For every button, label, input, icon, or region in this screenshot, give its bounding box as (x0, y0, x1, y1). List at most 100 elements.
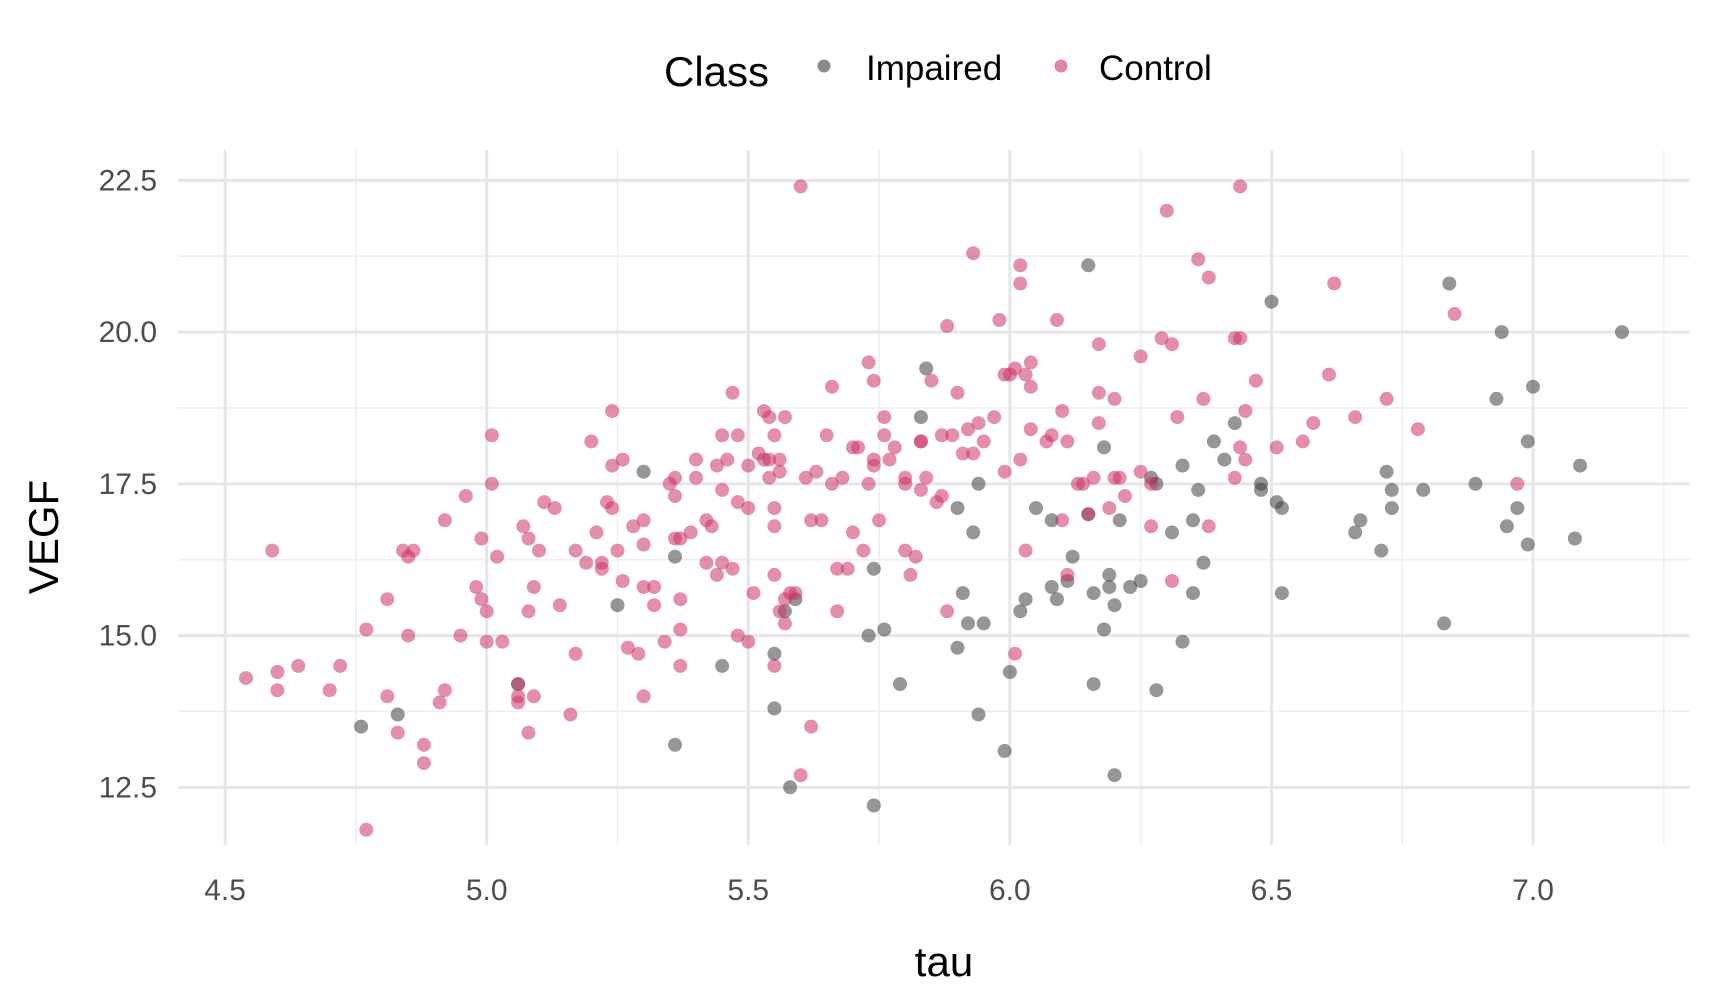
point-control (1269, 440, 1284, 455)
point-control (966, 446, 981, 461)
point-control (997, 464, 1012, 479)
point-control (1102, 501, 1117, 516)
point-control (872, 513, 887, 528)
point-control (793, 179, 808, 194)
point-control (715, 428, 730, 443)
point-control (673, 658, 688, 673)
point-control (484, 476, 499, 491)
point-control (1379, 391, 1394, 406)
point-control (730, 495, 745, 510)
point-control (1322, 367, 1336, 382)
point-impaired (866, 561, 881, 576)
point-control (636, 689, 651, 704)
point-impaired (1175, 458, 1190, 473)
point-control (950, 385, 965, 400)
point-control (1086, 470, 1101, 485)
point-impaired (1029, 501, 1043, 516)
point-control (453, 628, 468, 643)
point-control (1144, 519, 1159, 534)
point-impaired (1274, 586, 1289, 601)
point-impaired (1384, 501, 1399, 516)
y-tick-label: 20.0 (99, 316, 157, 349)
point-control (1118, 489, 1132, 503)
point-impaired (1186, 586, 1200, 601)
point-control (877, 428, 892, 443)
point-control (966, 246, 981, 261)
point-control (877, 410, 892, 425)
point-control (620, 640, 635, 655)
point-control (762, 410, 777, 425)
point-control (615, 452, 630, 467)
point-control (631, 646, 646, 661)
point-control (715, 482, 730, 497)
point-impaired (1086, 586, 1101, 601)
point-impaired (1468, 476, 1483, 491)
point-control (715, 555, 730, 570)
point-control (359, 822, 374, 837)
point-control (589, 525, 604, 540)
point-control (1018, 543, 1033, 558)
point-control (845, 525, 860, 540)
point-control (1165, 574, 1179, 588)
point-control (490, 549, 505, 564)
point-control (882, 452, 897, 467)
point-control (976, 434, 991, 449)
point-impaired (966, 525, 981, 540)
point-control (511, 689, 526, 704)
point-control (777, 616, 792, 631)
point-impaired (1175, 634, 1190, 649)
point-control (568, 646, 583, 661)
point-impaired (877, 622, 892, 637)
legend-key-impaired (817, 59, 831, 73)
point-impaired (1149, 683, 1164, 698)
point-impaired (1520, 434, 1535, 449)
point-control (804, 719, 819, 734)
points-layer (239, 179, 1629, 837)
point-control (1248, 373, 1263, 388)
point-control (767, 428, 782, 443)
point-control (1133, 349, 1148, 364)
point-impaired (610, 598, 625, 613)
point-control (809, 464, 824, 479)
point-control (1410, 422, 1425, 437)
point-impaired (1353, 513, 1368, 528)
point-control (741, 458, 756, 473)
point-control (406, 543, 421, 558)
point-impaired (1526, 379, 1540, 394)
point-control (1201, 519, 1216, 534)
y-tick-label: 15.0 (99, 620, 157, 653)
point-control (270, 683, 285, 698)
point-control (615, 574, 630, 588)
x-tick-label: 5.5 (727, 874, 769, 907)
point-impaired (1499, 519, 1514, 534)
point-control (1233, 331, 1248, 346)
point-control (511, 677, 526, 692)
tick-labels: 4.5 5.0 5.5 6.0 6.5 7.0 12.5 15.0 17.5 20.0 22.5 (99, 164, 1554, 907)
point-control (1170, 410, 1185, 425)
point-control (265, 543, 280, 558)
point-control (636, 537, 651, 552)
point-control (1091, 385, 1106, 400)
point-control (605, 501, 620, 516)
point-control (1348, 410, 1363, 425)
point-impaired (1018, 592, 1033, 607)
point-control (1154, 331, 1169, 346)
legend-title: Class (664, 48, 769, 95)
point-control (1008, 361, 1023, 376)
point-control (908, 549, 923, 564)
point-control (814, 513, 829, 528)
point-impaired (767, 646, 782, 661)
point-control (474, 592, 489, 607)
point-impaired (955, 586, 970, 601)
point-control (1013, 276, 1028, 291)
point-control (1008, 646, 1023, 661)
point-control (469, 580, 484, 594)
point-control (1049, 313, 1064, 327)
point-impaired (1510, 501, 1525, 516)
point-control (840, 561, 855, 576)
point-control (913, 482, 928, 497)
point-control (825, 476, 839, 491)
point-control (380, 592, 395, 607)
point-impaired (950, 640, 965, 655)
